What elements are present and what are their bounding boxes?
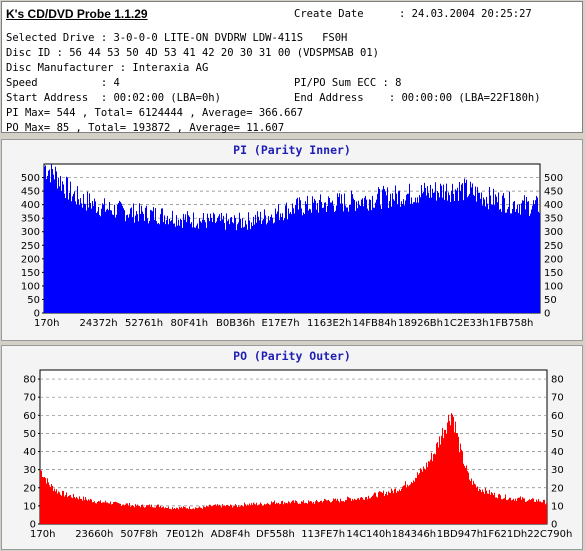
pi-ytick-left: 150 bbox=[21, 268, 40, 279]
pi-chart: 0 0 50 50 100 100 150 150 200 200 250 250 300 300 350 3… bbox=[21, 163, 563, 329]
pi-stats: PI Max= 544 , Total= 6124444 , Average= … bbox=[6, 107, 304, 119]
create-date-value: : 24.03.2004 20:25:27 bbox=[399, 8, 532, 20]
end-address: End Address : 00:00:00 (LBA=22F180h) bbox=[294, 92, 541, 104]
po-ytick-left: 10 bbox=[23, 501, 36, 512]
pi-ytick-right: 0 bbox=[544, 309, 550, 320]
po-ytick-left: 20 bbox=[23, 483, 36, 494]
pi-ytick-right: 200 bbox=[544, 254, 563, 265]
po-ytick-left: 80 bbox=[23, 375, 36, 386]
po-ytick-left: 40 bbox=[23, 447, 36, 458]
po-xtick: 1BD947h bbox=[437, 529, 483, 540]
pi-ytick-left: 300 bbox=[21, 227, 40, 238]
pi-ytick-right: 50 bbox=[544, 295, 557, 306]
pi-ytick-right: 400 bbox=[544, 200, 563, 211]
pi-xtick: 1163E2h bbox=[307, 318, 351, 329]
po-xtick: 23660h bbox=[75, 529, 113, 540]
po-ytick-left: 50 bbox=[23, 429, 36, 440]
po-ytick-right: 80 bbox=[551, 375, 564, 386]
po-ytick-right: 30 bbox=[551, 465, 564, 476]
pi-xtick: 18926Bh bbox=[398, 318, 443, 329]
po-chart-panel: PO (Parity Outer) 0 0 10 10 20 20 30 30 40 40 50 50… bbox=[1, 345, 583, 550]
po-xtick: 507F8h bbox=[120, 529, 158, 540]
pi-ytick-right: 250 bbox=[544, 241, 563, 252]
pi-ytick-left: 500 bbox=[21, 173, 40, 184]
po-ytick-right: 40 bbox=[551, 447, 564, 458]
po-ytick-right: 70 bbox=[551, 393, 564, 404]
po-xtick: 22C790h bbox=[527, 529, 572, 540]
po-series bbox=[40, 413, 547, 524]
disc-id: Disc ID : 56 44 53 50 4D 53 41 42 20 30 … bbox=[6, 47, 379, 59]
pi-xtick: 170h bbox=[34, 318, 59, 329]
pi-ytick-right: 300 bbox=[544, 227, 563, 238]
pi-xtick: 1FB758h bbox=[489, 318, 533, 329]
po-ytick-left: 70 bbox=[23, 393, 36, 404]
po-xtick: AD8F4h bbox=[211, 529, 250, 540]
disc-manufacturer: Disc Manufacturer : Interaxia AG bbox=[6, 62, 209, 74]
app-title: K's CD/DVD Probe 1.1.29 bbox=[6, 7, 148, 21]
po-ytick-left: 30 bbox=[23, 465, 36, 476]
pi-ytick-left: 200 bbox=[21, 254, 40, 265]
pi-ytick-right: 500 bbox=[544, 173, 563, 184]
pi-chart-header: PI (Parity Inner) bbox=[2, 140, 582, 160]
po-xtick: 170h bbox=[30, 529, 55, 540]
selected-drive: Selected Drive : 3-0-0-0 LITE-ON DVDRW L… bbox=[6, 32, 348, 44]
po-ytick-left: 0 bbox=[30, 520, 36, 531]
po-chart-header: PO (Parity Outer) bbox=[2, 346, 582, 366]
po-ytick-left: 60 bbox=[23, 411, 36, 422]
pi-chart-panel: PI (Parity Inner) 0 0 50 50 100 100 150 150 200 2… bbox=[1, 139, 583, 341]
pi-ytick-left: 450 bbox=[21, 187, 40, 198]
pi-ytick-left: 100 bbox=[21, 281, 40, 292]
pi-ytick-right: 150 bbox=[544, 268, 563, 279]
pi-ytick-right: 450 bbox=[544, 187, 563, 198]
po-xtick: 113FE7h bbox=[301, 529, 345, 540]
pi-ytick-left: 250 bbox=[21, 241, 40, 252]
create-date-label: Create Date bbox=[294, 8, 364, 20]
pi-ytick-left: 0 bbox=[34, 309, 40, 320]
pi-xtick: 24372h bbox=[80, 318, 118, 329]
pi-ytick-right: 350 bbox=[544, 214, 563, 225]
po-xtick: 1F621Dh bbox=[482, 529, 527, 540]
pi-ytick-left: 400 bbox=[21, 200, 40, 211]
pipo-sum-ecc: PI/PO Sum ECC : 8 bbox=[294, 77, 402, 89]
po-xtick: DF558h bbox=[256, 529, 295, 540]
pi-series bbox=[44, 164, 540, 313]
po-chart-title: PO (Parity Outer) bbox=[233, 349, 351, 363]
pi-ytick-left: 50 bbox=[27, 295, 40, 306]
po-chart: 0 0 10 10 20 20 30 30 40 40 50 50 60 60 70 70 80 80 170h 23… bbox=[23, 369, 572, 540]
pi-xtick: 14FB84h bbox=[353, 318, 397, 329]
pi-xtick: 80F41h bbox=[171, 318, 209, 329]
pi-xtick: 52761h bbox=[125, 318, 163, 329]
po-ytick-right: 10 bbox=[551, 501, 564, 512]
po-ytick-right: 20 bbox=[551, 483, 564, 494]
pi-chart-title: PI (Parity Inner) bbox=[233, 143, 351, 157]
po-xtick: 14C140h bbox=[346, 529, 391, 540]
disc-info-panel: K's CD/DVD Probe 1.1.29 Create Date : 24… bbox=[1, 1, 583, 134]
pi-xtick: 1C2E33h bbox=[444, 318, 489, 329]
start-address: Start Address : 00:02:00 (LBA=0h) bbox=[6, 92, 221, 104]
speed: Speed : 4 bbox=[6, 77, 120, 89]
po-stats: PO Max= 85 , Total= 193872 , Average= 11… bbox=[6, 122, 285, 134]
pi-xtick: E17E7h bbox=[262, 318, 300, 329]
pi-ytick-left: 350 bbox=[21, 214, 40, 225]
po-ytick-right: 0 bbox=[551, 520, 557, 531]
po-xtick: 184346h bbox=[392, 529, 437, 540]
po-xtick: 7E012h bbox=[166, 529, 204, 540]
po-ytick-right: 50 bbox=[551, 429, 564, 440]
pi-xtick: B0B36h bbox=[216, 318, 255, 329]
po-ytick-right: 60 bbox=[551, 411, 564, 422]
pi-ytick-right: 100 bbox=[544, 281, 563, 292]
